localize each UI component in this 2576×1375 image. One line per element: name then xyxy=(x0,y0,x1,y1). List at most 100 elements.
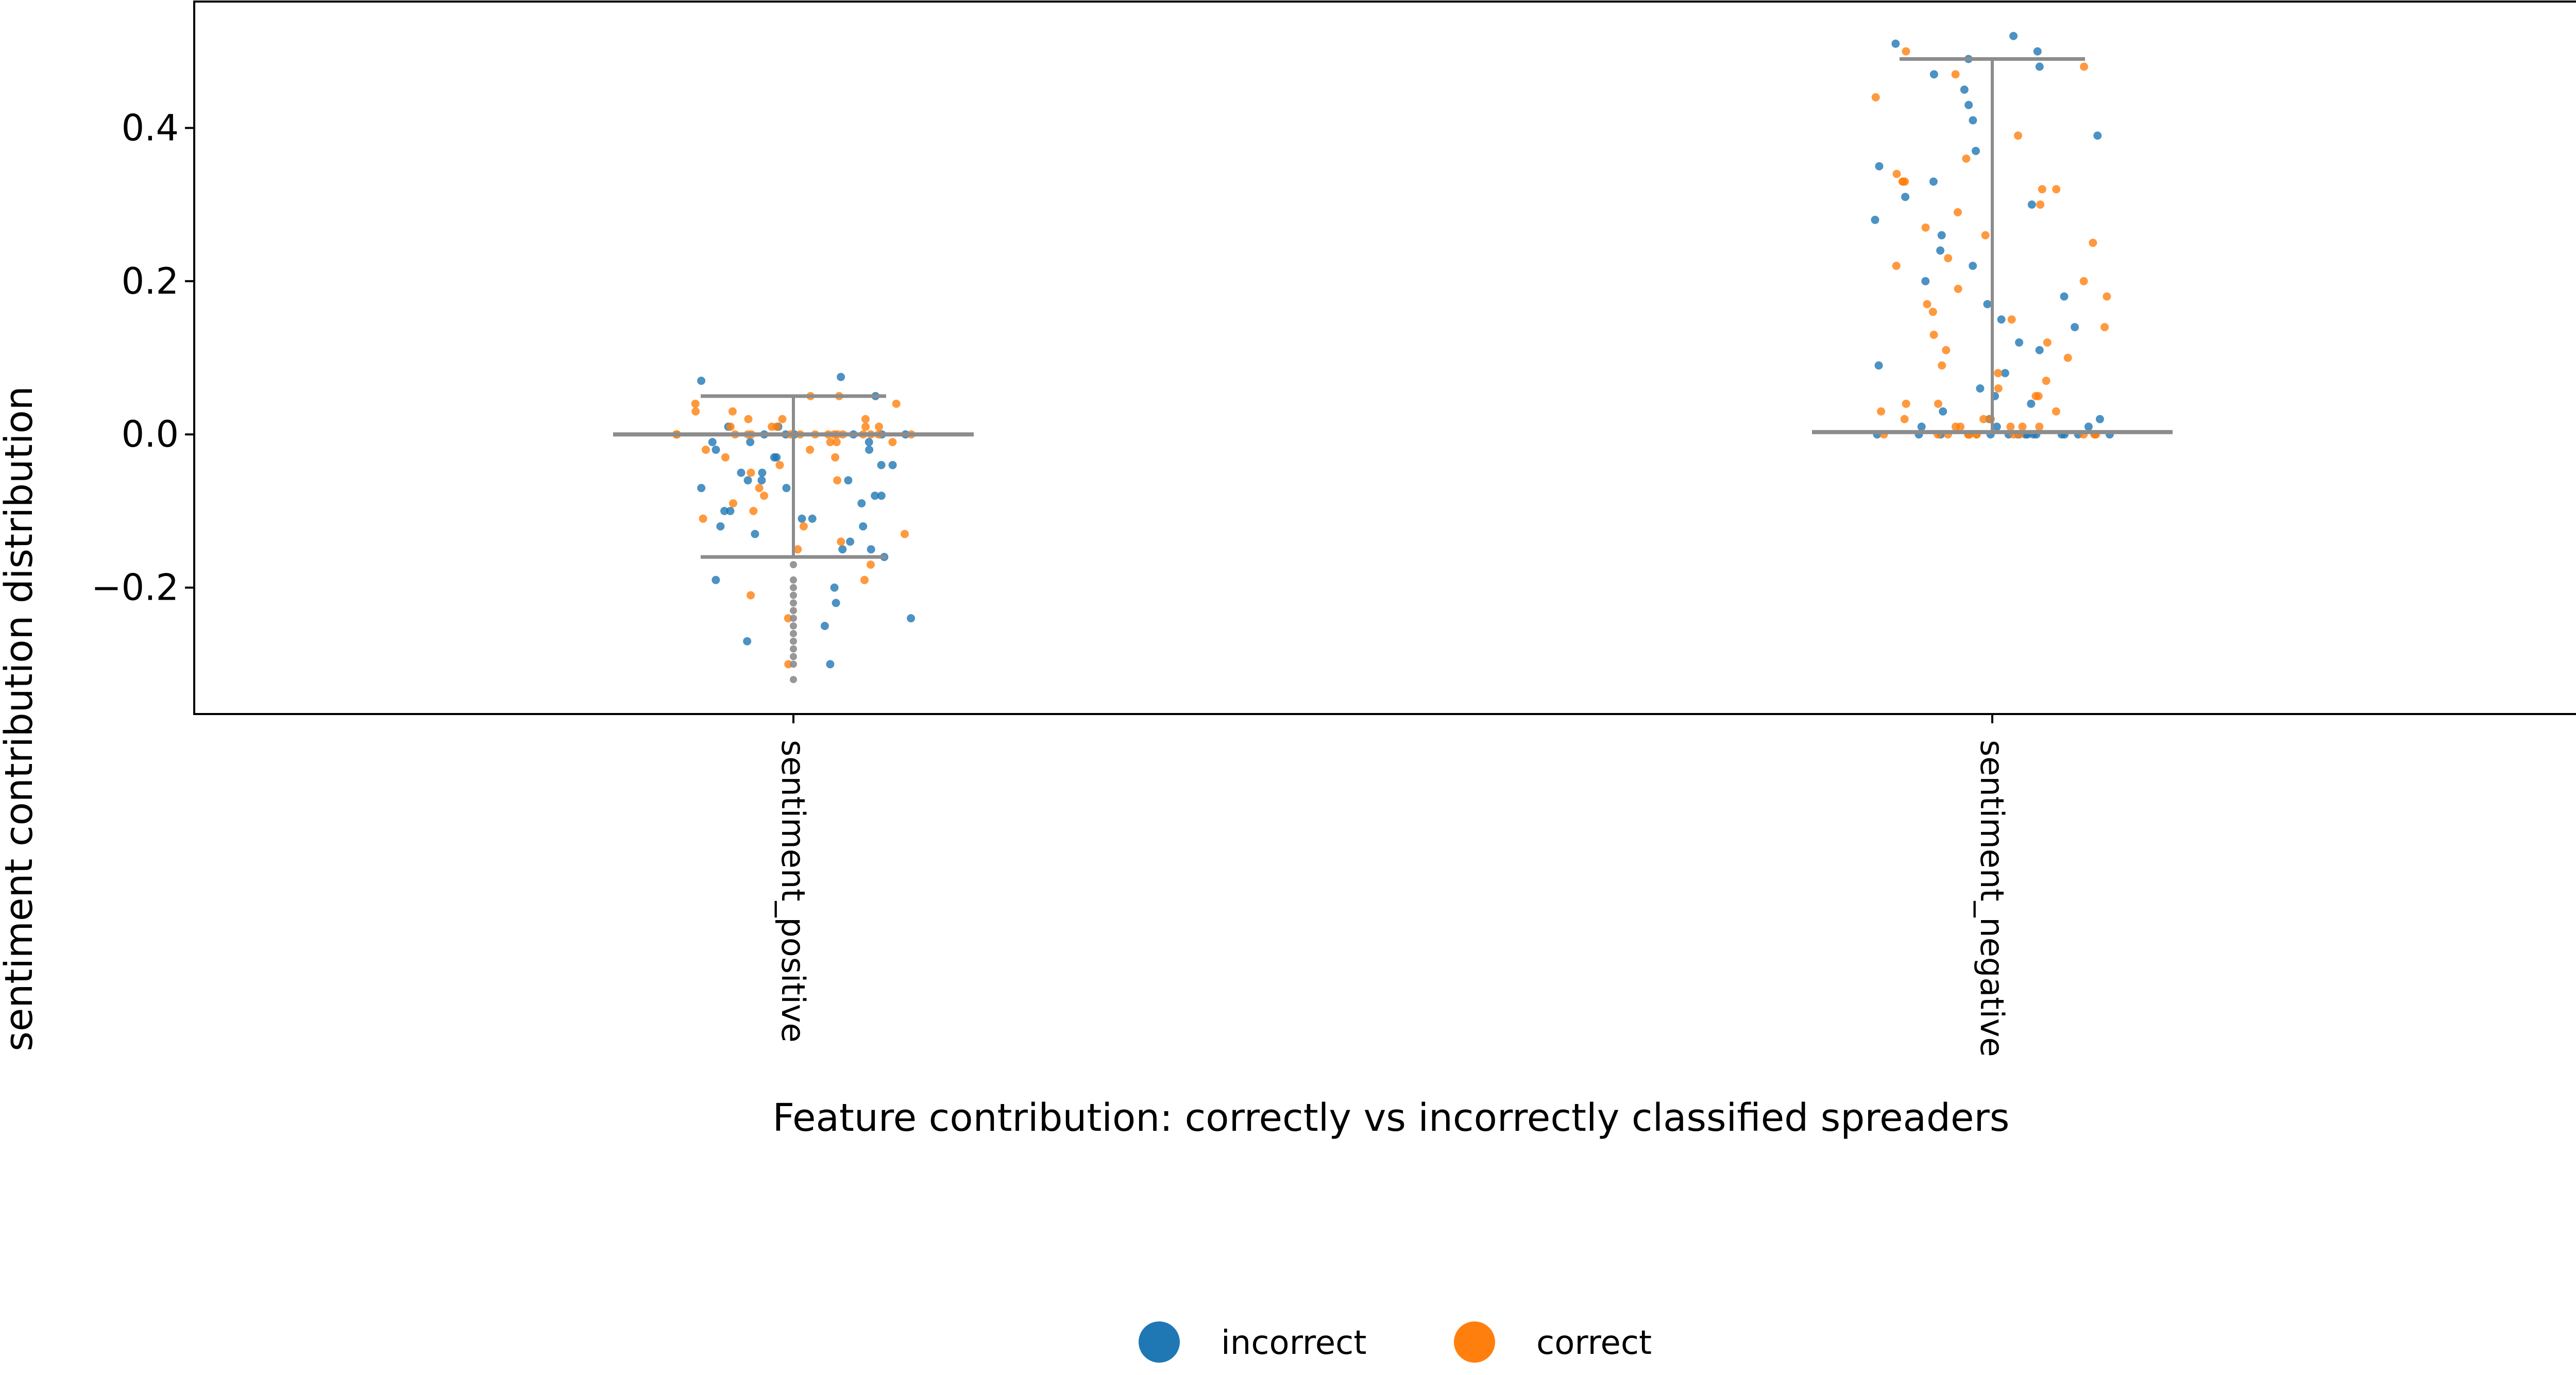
data-point-correct xyxy=(2018,422,2027,431)
data-point-correct xyxy=(2052,185,2061,194)
data-point-correct xyxy=(892,399,901,408)
data-point-correct xyxy=(784,614,792,623)
data-point-incorrect xyxy=(2001,369,2009,378)
data-point-correct xyxy=(1900,415,1909,423)
data-point-incorrect xyxy=(1871,215,1879,224)
data-point-incorrect xyxy=(1976,384,1985,393)
y-tick-label: −0.2 xyxy=(91,567,179,609)
data-point-incorrect xyxy=(865,446,874,454)
data-point-incorrect xyxy=(907,614,916,623)
data-point-incorrect xyxy=(877,491,886,500)
data-point-correct xyxy=(747,591,755,600)
x-tick-label: sentiment_negative xyxy=(1973,740,2011,1057)
outlier-point xyxy=(790,591,797,599)
data-point-incorrect xyxy=(2093,131,2102,140)
data-point-incorrect xyxy=(1891,39,1900,48)
outlier-point xyxy=(790,630,797,637)
data-point-correct xyxy=(793,545,802,554)
data-point-correct xyxy=(1929,330,1938,339)
data-point-correct xyxy=(799,522,808,531)
data-point-correct xyxy=(1877,407,1886,416)
data-point-incorrect xyxy=(697,377,706,385)
legend-marker-correct xyxy=(1454,1321,1495,1363)
data-point-correct xyxy=(2079,277,2088,285)
x-tick-label: sentiment_positive xyxy=(774,740,812,1043)
data-point-incorrect xyxy=(1936,246,1945,255)
data-point-correct xyxy=(1951,70,1960,79)
plot-frame xyxy=(193,1,2576,715)
data-point-correct xyxy=(2100,323,2109,331)
outlier-point xyxy=(790,576,797,584)
data-point-incorrect xyxy=(2084,422,2093,431)
data-point-correct xyxy=(728,407,737,416)
data-point-correct xyxy=(861,422,870,431)
data-point-incorrect xyxy=(743,476,752,485)
data-point-correct xyxy=(749,506,758,515)
data-point-incorrect xyxy=(711,575,720,584)
data-point-correct xyxy=(2089,239,2097,247)
data-point-incorrect xyxy=(1972,147,1980,155)
data-point-incorrect xyxy=(2035,346,2044,354)
data-point-incorrect xyxy=(877,461,886,469)
legend-label-correct: correct xyxy=(1536,1324,1652,1362)
data-point-incorrect xyxy=(1901,193,1910,201)
data-point-incorrect xyxy=(1917,422,1926,431)
data-point-correct xyxy=(860,575,869,584)
outlier-point xyxy=(790,607,797,615)
data-point-incorrect xyxy=(2071,323,2079,331)
data-point-incorrect xyxy=(888,461,897,469)
data-point-incorrect xyxy=(1969,116,1977,125)
outlier-point xyxy=(790,645,797,653)
data-point-correct xyxy=(747,468,755,477)
data-point-correct xyxy=(1871,93,1880,101)
x-axis: sentiment_positive sentiment_negative xyxy=(774,714,2011,1057)
data-point-incorrect xyxy=(711,446,720,454)
data-point-correct xyxy=(1938,361,1946,370)
data-point-correct xyxy=(2014,131,2022,140)
data-point-incorrect xyxy=(2015,338,2024,347)
data-point-correct xyxy=(760,491,769,500)
data-point-incorrect xyxy=(2009,31,2018,40)
data-point-correct xyxy=(755,484,764,493)
data-point-correct xyxy=(2080,62,2089,71)
data-point-correct xyxy=(1944,254,1953,263)
data-point-correct xyxy=(1928,308,1937,316)
data-point-correct xyxy=(1962,154,1971,163)
outlier-point xyxy=(790,653,797,660)
data-point-incorrect xyxy=(2027,399,2036,408)
data-point-incorrect xyxy=(1929,70,1938,79)
outlier-point xyxy=(790,637,797,645)
data-point-correct xyxy=(2038,185,2046,194)
data-point-incorrect xyxy=(837,372,845,381)
data-point-correct xyxy=(772,422,781,431)
data-point-incorrect xyxy=(2033,47,2042,56)
legend: incorrect correct xyxy=(1139,1321,1652,1363)
outlier-point xyxy=(790,660,797,668)
data-point-correct xyxy=(831,453,840,462)
data-point-correct xyxy=(691,407,700,416)
data-point-correct xyxy=(1921,223,1930,232)
points-layer xyxy=(672,31,2114,684)
data-point-correct xyxy=(784,660,793,669)
data-point-incorrect xyxy=(1937,231,1946,240)
data-point-correct xyxy=(1899,177,1907,186)
data-point-correct xyxy=(1994,384,2003,393)
data-point-incorrect xyxy=(716,522,725,531)
data-point-incorrect xyxy=(772,453,781,462)
data-point-incorrect xyxy=(1929,177,1938,186)
data-point-correct xyxy=(1892,169,1901,178)
outlier-point xyxy=(790,599,797,607)
data-point-incorrect xyxy=(726,506,735,515)
y-tick-label: 0.0 xyxy=(122,413,179,455)
data-point-correct xyxy=(729,499,737,507)
data-point-correct xyxy=(1954,284,1962,293)
data-point-incorrect xyxy=(1997,315,2006,324)
data-point-incorrect xyxy=(2027,200,2036,209)
data-point-incorrect xyxy=(1969,262,1977,270)
data-point-incorrect xyxy=(832,599,840,607)
data-point-incorrect xyxy=(746,438,755,447)
x-axis-label: Feature contribution: correctly vs incor… xyxy=(773,1096,2010,1140)
data-point-correct xyxy=(1981,231,1990,240)
legend-label-incorrect: incorrect xyxy=(1221,1324,1366,1362)
data-point-correct xyxy=(901,530,909,538)
